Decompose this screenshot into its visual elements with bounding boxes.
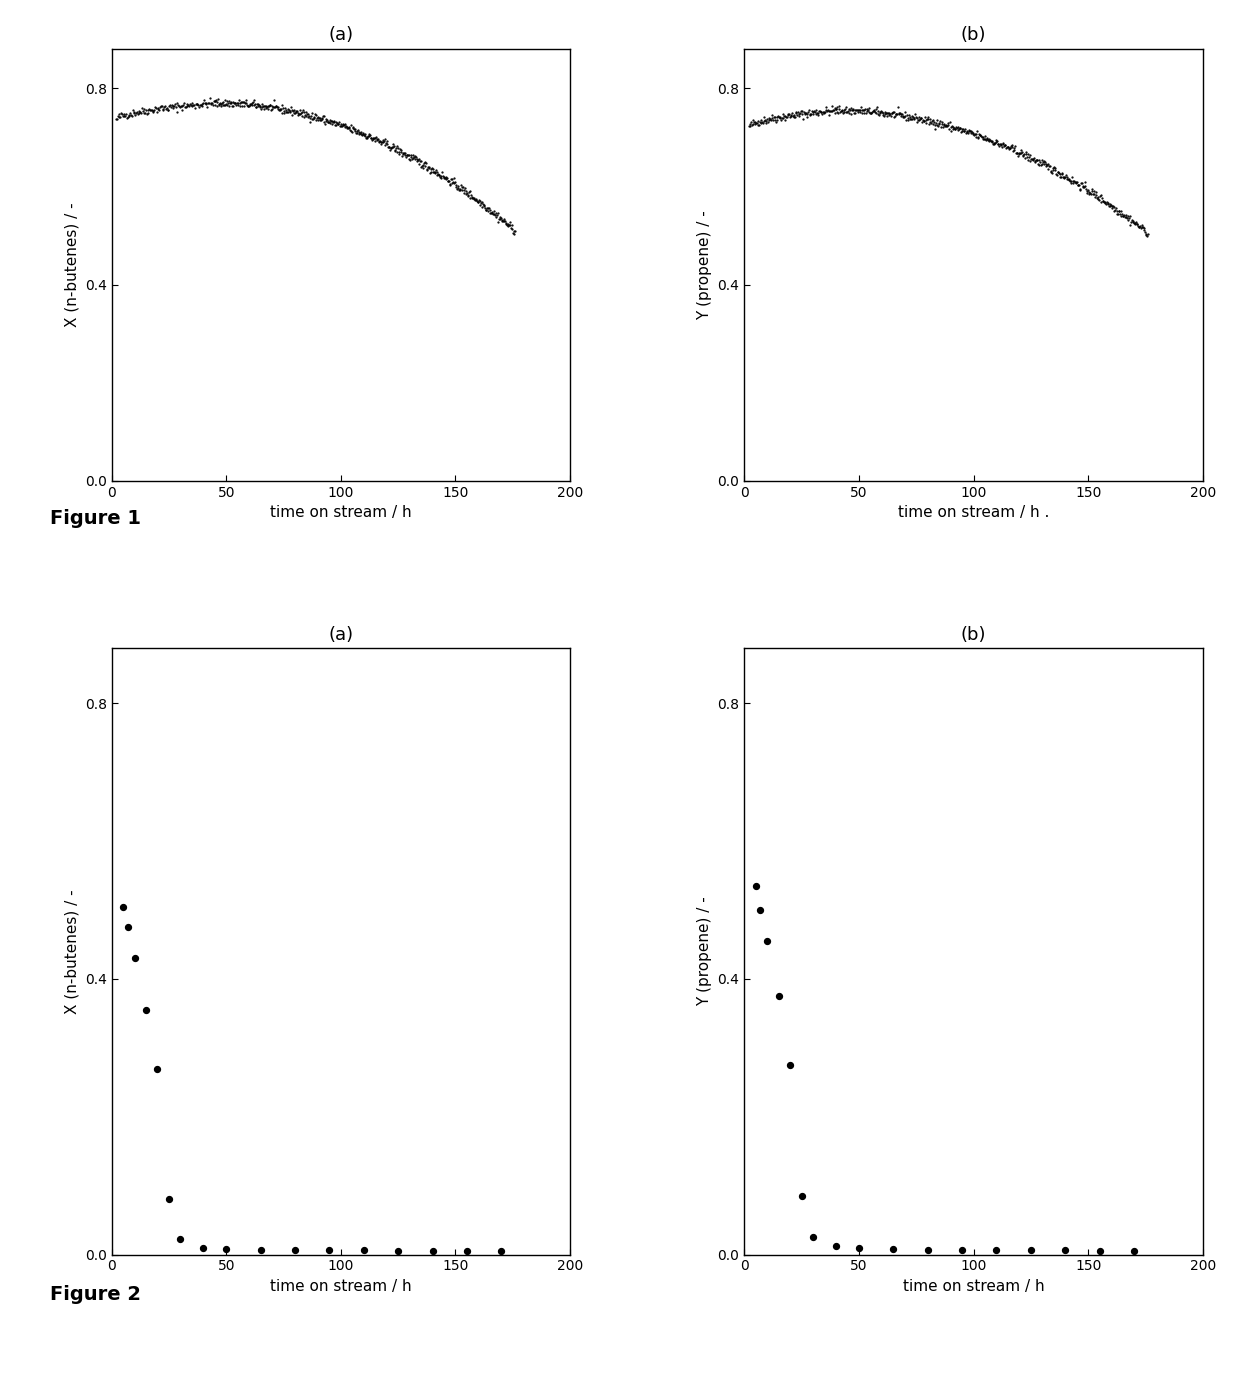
Title: (b): (b) [961, 626, 986, 644]
Y-axis label: X (n-butenes) / -: X (n-butenes) / - [64, 202, 79, 328]
Point [769, 986, 789, 1008]
Point [1055, 1239, 1075, 1262]
Point [159, 1188, 179, 1210]
Y-axis label: Y (propene) / -: Y (propene) / - [697, 210, 712, 319]
Point [987, 1239, 1007, 1262]
Point [883, 1238, 903, 1260]
Point [849, 1238, 869, 1260]
X-axis label: time on stream / h .: time on stream / h . [898, 506, 1049, 520]
Y-axis label: X (n-butenes) / -: X (n-butenes) / - [64, 889, 79, 1013]
Point [124, 947, 144, 969]
Point [285, 1239, 305, 1262]
Point [952, 1239, 972, 1262]
Point [826, 1235, 846, 1257]
Point [804, 1227, 823, 1249]
X-axis label: time on stream / h: time on stream / h [270, 506, 412, 520]
Title: (b): (b) [961, 26, 986, 45]
Point [745, 875, 765, 898]
Title: (a): (a) [329, 626, 353, 644]
Point [113, 895, 133, 917]
X-axis label: time on stream / h: time on stream / h [270, 1280, 412, 1294]
Point [1021, 1239, 1040, 1262]
Point [423, 1241, 443, 1263]
Point [1125, 1241, 1145, 1263]
Point [388, 1241, 408, 1263]
X-axis label: time on stream / h: time on stream / h [903, 1280, 1044, 1294]
Text: Figure 2: Figure 2 [50, 1285, 140, 1305]
Point [491, 1241, 511, 1263]
Point [250, 1239, 270, 1262]
Point [170, 1228, 190, 1250]
Point [118, 916, 138, 938]
Point [780, 1054, 800, 1076]
Point [193, 1236, 213, 1259]
Point [136, 999, 156, 1022]
Point [758, 930, 777, 952]
Point [216, 1238, 236, 1260]
Text: Figure 1: Figure 1 [50, 509, 140, 528]
Point [1090, 1241, 1110, 1263]
Point [750, 899, 770, 921]
Y-axis label: Y (propene) / -: Y (propene) / - [697, 896, 712, 1006]
Point [918, 1239, 937, 1262]
Point [320, 1239, 340, 1262]
Title: (a): (a) [329, 26, 353, 45]
Point [353, 1239, 373, 1262]
Point [791, 1185, 811, 1207]
Point [148, 1058, 167, 1080]
Point [458, 1241, 477, 1263]
